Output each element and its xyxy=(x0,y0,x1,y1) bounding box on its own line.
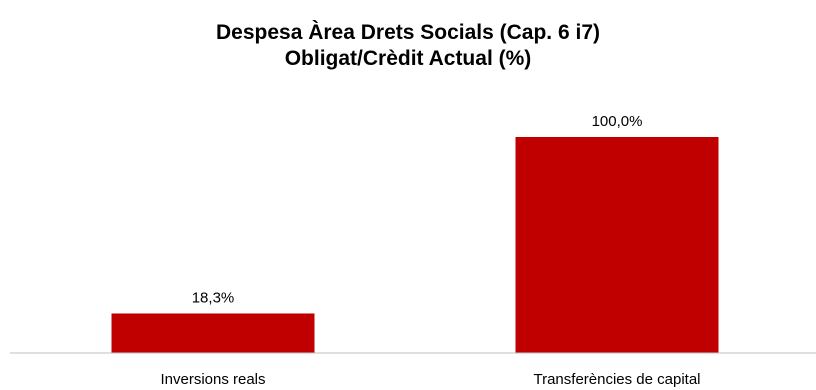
chart-title: Despesa Àrea Drets Socials (Cap. 6 i7) O… xyxy=(0,20,816,72)
data-label-1: 18,3% xyxy=(192,289,235,306)
chart-title-line-2: Obligat/Crèdit Actual (%) xyxy=(284,47,532,70)
chart-title-line-1: Despesa Àrea Drets Socials (Cap. 6 i7) xyxy=(215,21,600,44)
category-label-1: Inversions reals xyxy=(160,371,265,388)
data-label-2: 100,0% xyxy=(592,113,643,130)
bars-group xyxy=(111,137,719,353)
bar-2 xyxy=(515,137,719,353)
labels-group: 18,3% Inversions reals 100,0% Transferèncie… xyxy=(160,113,700,388)
bar-1 xyxy=(111,313,315,353)
category-label-2: Transferències de capital xyxy=(533,371,700,388)
